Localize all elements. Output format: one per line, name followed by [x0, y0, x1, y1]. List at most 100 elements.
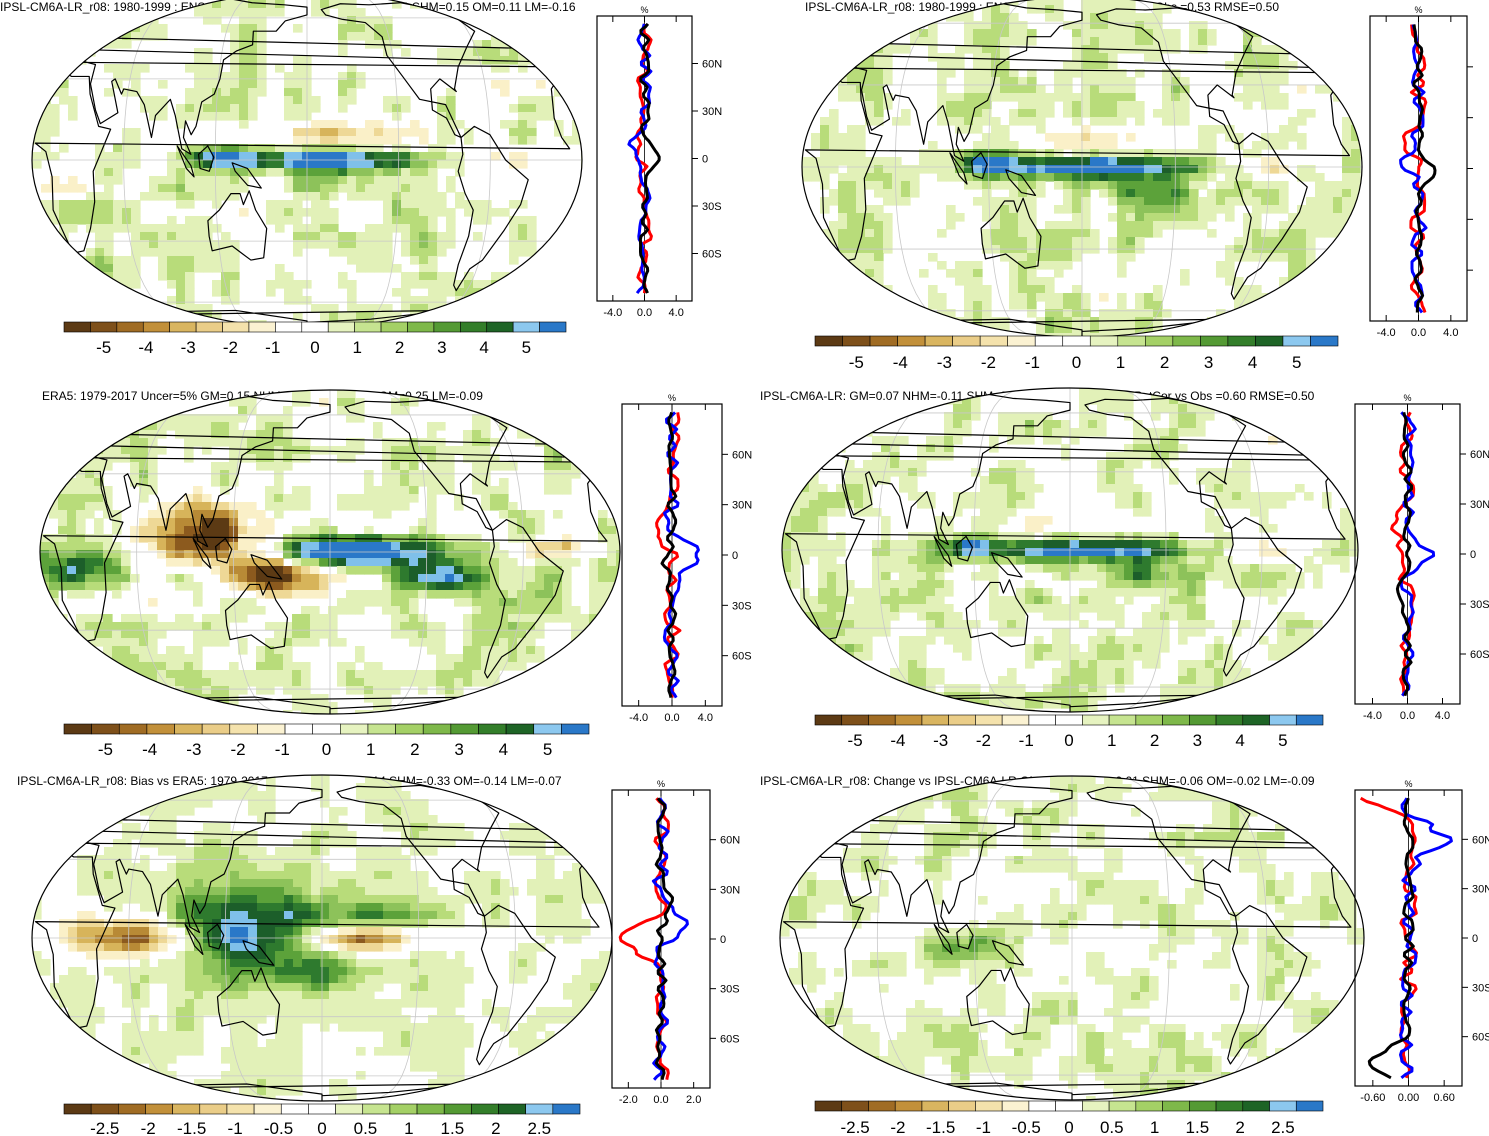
field-cell: [838, 21, 848, 30]
colorbar-label: -1: [265, 338, 280, 357]
field-cell: [176, 296, 186, 305]
field-cell: [418, 614, 428, 623]
field-cell: [229, 478, 239, 487]
field-cell: [1063, 173, 1073, 182]
field-cell: [1349, 396, 1358, 405]
field-cell: [265, 422, 275, 431]
field-cell: [1027, 277, 1037, 286]
field-cell: [346, 390, 356, 399]
field-cell: [248, 56, 258, 65]
field-cell: [490, 638, 500, 647]
field-cell: [410, 152, 420, 161]
field-cell: [1288, 5, 1298, 14]
field-cell: [829, 117, 839, 126]
field-cell: [508, 614, 518, 623]
field-cell: [67, 414, 77, 423]
field-cell: [1072, 101, 1082, 110]
field-cell: [319, 630, 329, 639]
field-cell: [220, 422, 230, 431]
field-cell: [1009, 237, 1019, 246]
field-cell: [113, 200, 123, 209]
coastline: [207, 190, 268, 261]
field-cell: [329, 128, 339, 137]
field-cell: [121, 670, 131, 679]
field-cell: [856, 277, 866, 286]
field-cell: [1324, 5, 1334, 14]
field-cell: [1351, 173, 1361, 182]
field-cell: [1063, 197, 1073, 206]
field-cell: [991, 157, 1001, 166]
field-cell: [1270, 61, 1280, 70]
field-cell: [820, 157, 830, 166]
field-cell: [838, 189, 848, 198]
field-cell: [1081, 85, 1091, 94]
colorbar-label: -5: [98, 740, 113, 759]
field-cell: [562, 614, 572, 623]
field-cell: [418, 582, 428, 591]
field-cell: [847, 53, 857, 62]
field-cell: [338, 160, 348, 169]
field-cell: [275, 264, 285, 273]
field-cell: [1315, 309, 1325, 318]
field-cell: [185, 200, 195, 209]
field-cell: [820, 13, 830, 22]
field-cell: [1009, 77, 1019, 86]
field-cell: [1018, 269, 1028, 278]
field-cell: [509, 128, 519, 137]
field-cell: [1297, 141, 1307, 150]
field-cell: [356, 312, 366, 321]
field-cell: [1142, 436, 1152, 445]
field-cell: [148, 478, 158, 487]
field-cell: [581, 240, 582, 249]
field-cell: [490, 670, 500, 679]
field-cell: [1063, 221, 1073, 230]
field-cell: [1342, 45, 1352, 54]
field-cell: [1162, 181, 1172, 190]
field-cell: [230, 192, 240, 201]
field-cell: [58, 622, 68, 631]
field-cell: [149, 96, 159, 105]
field-cell: [158, 24, 168, 33]
field-cell: [130, 702, 140, 711]
field-cell: [283, 550, 293, 559]
field-cell: [971, 404, 981, 413]
field-cell: [130, 646, 140, 655]
field-cell: [293, 160, 303, 169]
field-cell: [176, 184, 186, 193]
field-cell: [131, 32, 141, 41]
field-cell: [409, 558, 419, 567]
field-cell: [1234, 173, 1244, 182]
field-cell: [1124, 412, 1134, 421]
field-cell: [1072, 21, 1082, 30]
field-cell: [1315, 85, 1325, 94]
field-cell: [1171, 181, 1181, 190]
field-cell: [95, 232, 105, 241]
field-cell: [113, 304, 123, 313]
field-cell: [1108, 21, 1118, 30]
field-cell: [802, 29, 812, 38]
field-cell: [140, 224, 150, 233]
field-cell: [964, 165, 974, 174]
field-cell: [311, 96, 321, 105]
field-cell: [838, 229, 848, 238]
field-cell: [910, 189, 920, 198]
field-cell: [1198, 37, 1208, 46]
field-cell: [829, 53, 839, 62]
field-cell: [964, 29, 974, 38]
field-cell: [59, 280, 69, 289]
colorbar-label: -4: [142, 740, 157, 759]
field-cell: [293, 312, 303, 321]
field-cell: [1099, 173, 1109, 182]
field-cell: [1036, 149, 1046, 158]
field-cell: [140, 64, 150, 73]
field-cell: [1144, 213, 1154, 222]
field-cell: [1036, 173, 1046, 182]
field-cell: [472, 462, 482, 471]
field-cell: [553, 438, 563, 447]
field-cell: [76, 486, 86, 495]
field-cell: [130, 534, 140, 543]
field-cell: [838, 221, 848, 230]
field-cell: [481, 550, 491, 559]
colorbar-label: -4: [893, 353, 908, 372]
field-cell: [436, 446, 446, 455]
